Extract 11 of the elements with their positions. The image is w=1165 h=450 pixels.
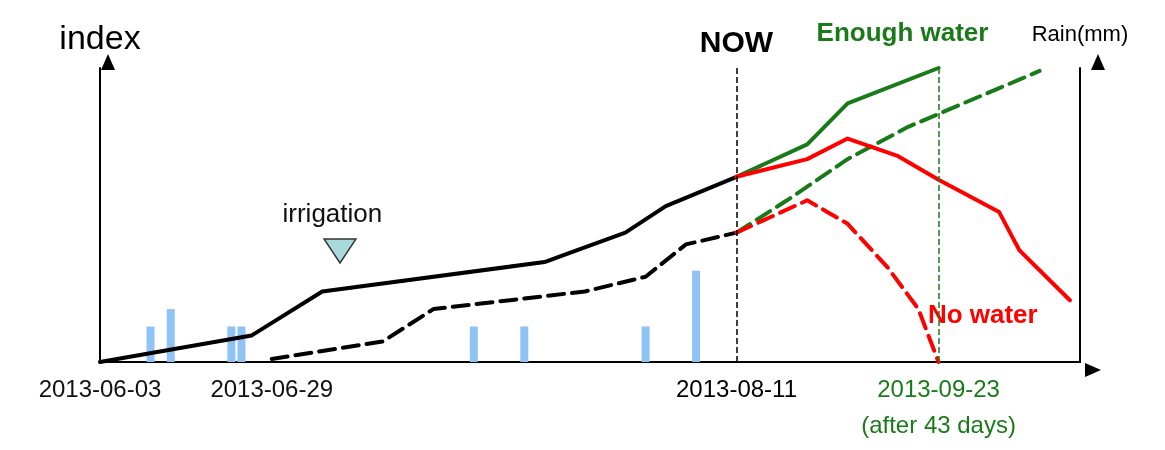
text: (after 43 days) [861, 410, 1016, 438]
y2-axis-title: Rain(mm) [1031, 20, 1129, 46]
series-label: Enough water [816, 17, 989, 47]
y-axis-title: index [59, 18, 141, 56]
x-tick-label: 2013-06-03 [38, 374, 162, 402]
annotation: irrigation [282, 198, 383, 229]
x-tick-label: 2013-06-29 [210, 374, 334, 402]
series-label: No water [927, 299, 1038, 330]
x-tick-label: 2013-08-11 [676, 374, 797, 402]
ref-line-label: NOW [699, 24, 774, 58]
x-tick-label: 2013-09-23 [877, 374, 1000, 402]
